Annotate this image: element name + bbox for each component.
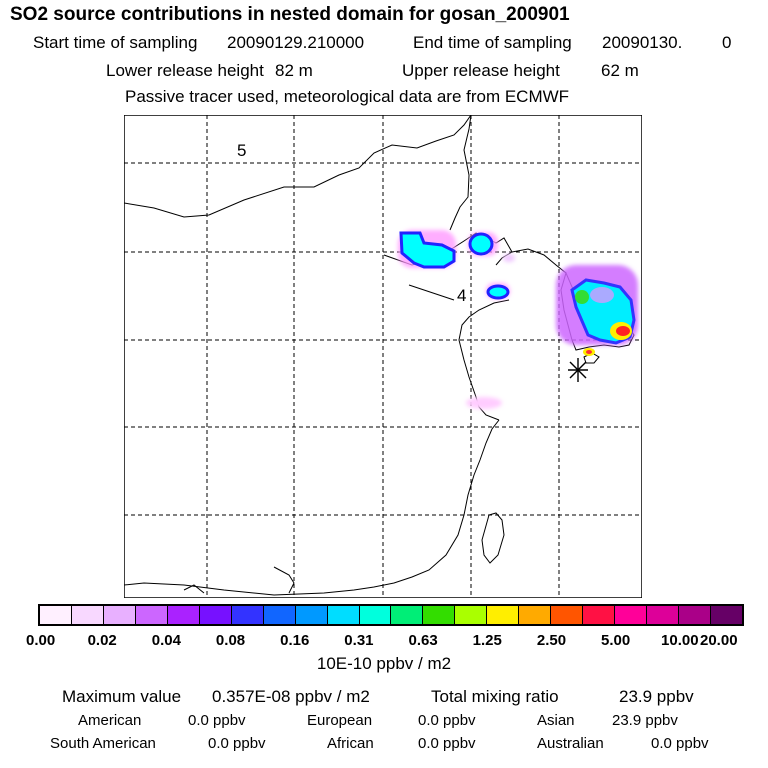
region-asian-label: Asian bbox=[537, 712, 575, 729]
colorbar-tick-label: 5.00 bbox=[601, 632, 631, 649]
colorbar-unit: 10E-10 ppbv / m2 bbox=[316, 654, 452, 673]
colorbar-tick-label: 0.00 bbox=[26, 632, 56, 649]
region-african-value: 0.0 ppbv bbox=[418, 735, 476, 752]
region-european-value: 0.0 ppbv bbox=[418, 712, 476, 729]
colorbar-tick-label: 0.08 bbox=[215, 632, 246, 649]
lat-lon-grid bbox=[124, 115, 642, 598]
colorbar-segment bbox=[391, 606, 424, 624]
upper-height-value: 62 m bbox=[601, 61, 639, 80]
colorbar-segment bbox=[359, 606, 392, 624]
colorbar-segment bbox=[647, 606, 680, 624]
max-value: 0.357E-08 ppbv / m2 bbox=[212, 687, 370, 706]
region-american-value: 0.0 ppbv bbox=[188, 712, 246, 729]
colorbar-tick-label: 2.50 bbox=[536, 632, 567, 649]
colorbar-segment bbox=[199, 606, 232, 624]
colorbar-segment bbox=[615, 606, 648, 624]
start-time-value: 20090129.210000 bbox=[227, 33, 365, 52]
colorbar-segment bbox=[167, 606, 200, 624]
start-time-label: Start time of sampling bbox=[33, 33, 198, 52]
lower-height-label: Lower release height bbox=[106, 61, 264, 80]
upper-height-label: Upper release height bbox=[402, 61, 560, 80]
map-panel: 5 4 bbox=[124, 115, 642, 598]
colorbar-segment bbox=[231, 606, 264, 624]
total-mixing-label: Total mixing ratio bbox=[431, 687, 559, 706]
region-european-label: European bbox=[307, 712, 373, 729]
colorbar-segment bbox=[71, 606, 104, 624]
colorbar-segment bbox=[679, 606, 712, 624]
end-time-suffix: 0 bbox=[722, 33, 732, 52]
receptor-marker bbox=[568, 358, 588, 382]
colorbar-segment bbox=[263, 606, 296, 624]
colorbar-segment bbox=[519, 606, 552, 624]
colorbar-tick-label: 0.63 bbox=[408, 632, 438, 649]
region-american-label: American bbox=[78, 712, 142, 729]
colorbar-segment bbox=[455, 606, 488, 624]
region-south-american-value: 0.0 ppbv bbox=[208, 735, 266, 752]
region-south-american-label: South American bbox=[50, 735, 156, 752]
colorbar-segment bbox=[423, 606, 456, 624]
data-note: Passive tracer used, meteorological data… bbox=[125, 87, 570, 106]
colorbar-tick-label: 1.25 bbox=[472, 632, 502, 649]
grid-label-4: 4 bbox=[457, 286, 466, 305]
colorbar-segment bbox=[583, 606, 616, 624]
lower-height-value: 82 m bbox=[275, 61, 313, 80]
grid-label-5: 5 bbox=[237, 141, 246, 160]
colorbar-tick-label: 0.31 bbox=[344, 632, 374, 649]
colorbar-segment bbox=[295, 606, 328, 624]
region-african-label: African bbox=[327, 735, 374, 752]
concentration-core bbox=[399, 231, 636, 356]
end-time-value: 20090130. bbox=[602, 33, 683, 52]
colorbar-segment bbox=[103, 606, 136, 624]
region-australian-value: 0.0 ppbv bbox=[651, 735, 709, 752]
region-asian-value: 23.9 ppbv bbox=[612, 712, 678, 729]
colorbar-tick-label: 0.16 bbox=[280, 632, 310, 649]
colorbar-segment bbox=[327, 606, 360, 624]
colorbar-tick-label: 0.02 bbox=[87, 632, 117, 649]
colorbar-segment bbox=[711, 606, 742, 624]
colorbar-segment bbox=[135, 606, 168, 624]
colorbar-tick-label: 20.00 bbox=[700, 632, 738, 649]
max-value-label: Maximum value bbox=[62, 687, 182, 706]
colorbar-segment bbox=[40, 606, 72, 624]
colorbar-tick-label: 10.00 bbox=[661, 632, 699, 649]
colorbar-segment bbox=[551, 606, 584, 624]
colorbar-tick-label: 0.04 bbox=[151, 632, 181, 649]
total-mixing-value: 23.9 ppbv bbox=[619, 687, 694, 706]
colorbar bbox=[38, 604, 744, 626]
colorbar-segment bbox=[487, 606, 520, 624]
plot-title: SO2 source contributions in nested domai… bbox=[10, 4, 570, 25]
end-time-label: End time of sampling bbox=[413, 33, 572, 52]
region-australian-label: Australian bbox=[537, 735, 604, 752]
